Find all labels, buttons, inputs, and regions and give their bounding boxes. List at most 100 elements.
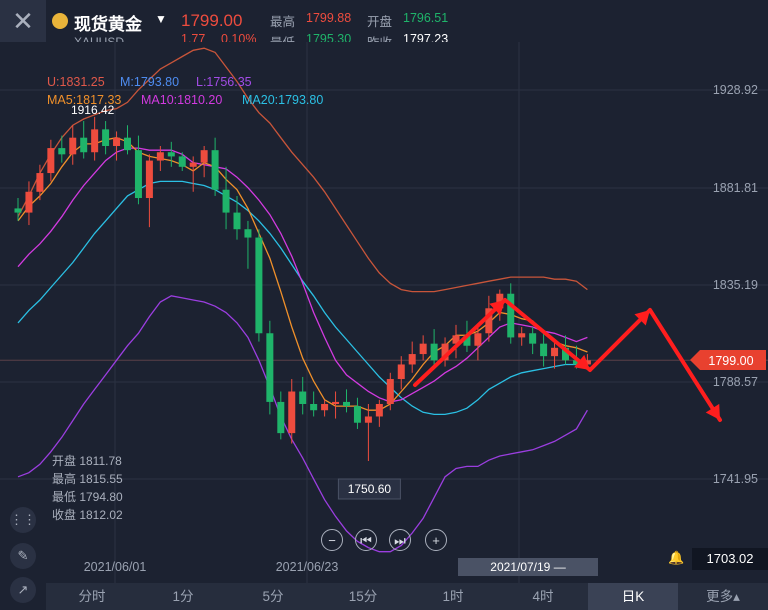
trend-arrow [588,308,652,372]
tab-4hour[interactable]: 4时 [532,589,554,604]
candle-body [156,152,164,161]
candle-body [583,360,591,365]
tab-fenshi[interactable]: 分时 [78,589,106,604]
boll-lower-label: L:1756.35 [196,75,252,89]
candle-body [364,416,372,423]
candle-body [299,391,307,404]
ma20-line [17,180,588,416]
candle-body [124,137,131,151]
arrow-head [574,354,590,370]
candle-body [463,335,471,346]
tab-daily[interactable]: 日K [588,583,678,610]
price-tag-label: 1799.00 [708,354,753,368]
candle-body [419,343,427,355]
indicator-icon[interactable]: ⋮⋮ [10,507,36,533]
y-tick-label: 1835.19 [713,278,758,292]
min-label: 1750.60 [348,482,392,496]
y-tick-label: 1881.81 [713,181,758,195]
candle-body [69,137,77,155]
chevron-down-icon[interactable]: ▼ [155,12,167,26]
candle-body [397,364,405,380]
candle-body [266,333,274,402]
open-label: 开盘 [367,15,393,29]
tab-1min[interactable]: 1分 [172,589,194,604]
price-tag-bg [690,350,766,370]
candle-body [452,335,460,344]
arrow-head [489,300,505,316]
candle-body [189,162,197,167]
candle-body [36,173,44,192]
candle-body [80,137,88,153]
arrow-head [634,310,650,326]
candle-body [288,391,296,434]
candle-body [529,333,537,344]
scroll-start-button[interactable]: ⏮ [355,529,377,551]
candle-body [134,150,142,199]
ohlc-close: 收盘 1812.02 [52,508,123,522]
candle-body [343,401,350,407]
candle-body [386,379,394,404]
candle-body [551,347,559,357]
candle-body [113,137,121,147]
instrument-title[interactable]: 现货黄金 [74,15,142,34]
ma10-line [17,147,588,403]
candle-body [496,293,504,309]
candle-body [244,229,252,238]
boll-lower-line [17,295,588,553]
candle-body [178,156,186,167]
candle-body [572,360,580,365]
candle-body [102,129,110,147]
candle-body [200,150,208,163]
candle-body [211,150,219,190]
trend-arrow [503,298,592,372]
y-tick-label: 1788.57 [713,375,758,389]
bell-icon[interactable]: 🔔 [668,550,685,565]
arrow-head [705,403,720,420]
tab-5min[interactable]: 5分 [262,589,284,604]
candle-body [562,347,569,361]
tab-1hour[interactable]: 1时 [442,589,464,604]
candle-body [408,354,416,365]
y-tick-label: 1928.92 [713,83,758,97]
x-tick-label: 2021/06/23 [276,560,339,574]
candle-body [310,403,318,411]
candle-body [255,237,263,334]
period-tabs: 分时 1分 5分 15分 1时 4时 日K 更多▴ [46,583,768,610]
ohlc-low: 最低 1794.80 [52,490,123,504]
candle-body [375,403,383,417]
axis-bottom-value: 1703.02 [692,548,768,570]
zoom-in-button[interactable]: + [425,529,447,551]
tab-more[interactable]: 更多▴ [706,589,740,604]
line-tool-icon[interactable]: ↗ [10,577,36,603]
candle-body [91,129,99,153]
candle-body [14,208,22,213]
candle-body [430,343,438,361]
candle-body [321,403,329,411]
open-value: 1796.51 [403,11,449,25]
candle-body [474,333,482,346]
boll-mid-label: M:1793.80 [120,75,180,89]
trend-arrow [413,298,507,387]
candle-body [25,191,33,213]
candlestick-chart[interactable]: 1928.92 1881.81 1835.19 1788.57 1741.95 2021/… [0,0,768,583]
candle-body [540,343,548,357]
tab-15min[interactable]: 15分 [348,589,378,604]
min-label-box [337,478,401,500]
candle-body [507,293,515,338]
candle-body [441,343,449,361]
trend-arrow [648,308,722,422]
close-icon[interactable]: ✕ [0,0,46,42]
cursor-date: 2021/07/19 — [458,558,598,576]
candle-body [145,160,153,199]
x-tick-label: 2021/06/01 [84,560,147,574]
max-label: 1916.42 [71,103,115,117]
scroll-end-button[interactable]: ⏭ [389,529,411,551]
pen-icon[interactable]: ✎ [10,543,36,569]
candle-body [332,401,340,404]
candle-body [233,212,241,230]
candle-body [353,406,361,423]
high-value: 1799.88 [306,11,352,25]
candle-body [277,401,285,434]
gold-coin-icon [52,13,68,29]
zoom-out-button[interactable]: − [321,529,343,551]
